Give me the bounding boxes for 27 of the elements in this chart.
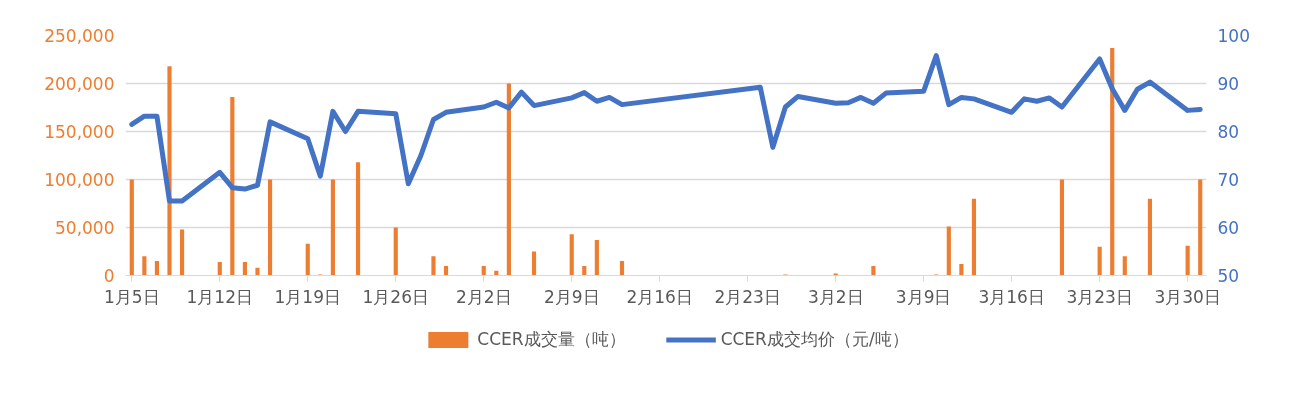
legend-label: CCER成交量（吨） bbox=[477, 327, 626, 351]
x-tick-label: 2月2日 bbox=[455, 286, 512, 307]
y-tick-label: 250,000 bbox=[44, 26, 115, 46]
y-tick-label: 50,000 bbox=[55, 218, 115, 238]
y2-tick-label: 80 bbox=[1217, 122, 1240, 142]
x-tick-label: 3月2日 bbox=[807, 286, 864, 307]
y2-tick-label: 100 bbox=[1217, 26, 1250, 46]
y2-tick-label: 90 bbox=[1217, 74, 1240, 94]
x-tick-label: 3月16日 bbox=[978, 286, 1045, 307]
x-tick-label: 1月12日 bbox=[186, 286, 253, 307]
x-tick-label: 3月23日 bbox=[1066, 286, 1133, 307]
y2-tick-label: 60 bbox=[1217, 218, 1240, 238]
y-tick-label: 0 bbox=[103, 266, 115, 286]
y-tick-label: 200,000 bbox=[44, 74, 115, 94]
legend-label: CCER成交均价（元/吨） bbox=[720, 327, 909, 351]
x-tick-label: 1月19日 bbox=[274, 286, 341, 307]
x-tick-label: 1月26日 bbox=[362, 286, 429, 307]
x-tick-label: 2月23日 bbox=[714, 286, 781, 307]
y-tick-label: 150,000 bbox=[44, 122, 115, 142]
y-tick-label: 100,000 bbox=[44, 170, 115, 190]
x-tick-label: 2月9日 bbox=[543, 286, 600, 307]
x-tick-label: 3月30日 bbox=[1154, 286, 1221, 307]
x-tick-label: 3月9日 bbox=[895, 286, 952, 307]
y2-tick-label: 50 bbox=[1217, 266, 1240, 286]
y2-tick-label: 70 bbox=[1217, 170, 1240, 190]
x-tick-label: 1月5日 bbox=[103, 286, 160, 307]
x-tick-label: 2月16日 bbox=[626, 286, 693, 307]
